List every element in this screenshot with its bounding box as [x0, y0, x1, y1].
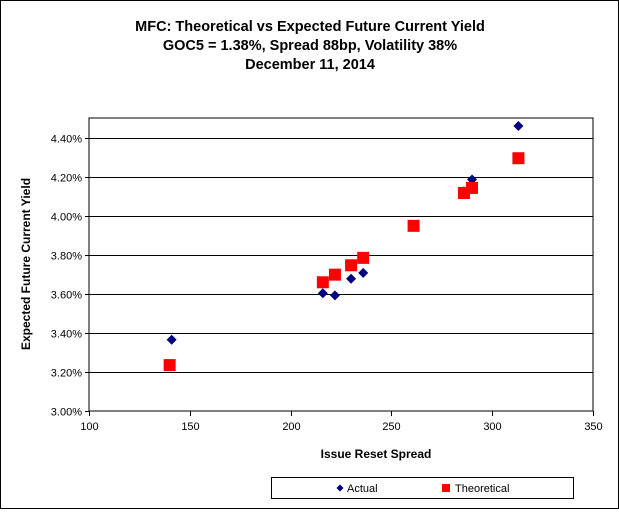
data-points — [163, 121, 525, 372]
chart-title-line-2: GOC5 = 1.38%, Spread 88bp, Volatility 38… — [163, 38, 457, 54]
point-theoretical-0 — [163, 359, 176, 372]
point-theoretical-7 — [466, 181, 479, 194]
point-theoretical-8 — [512, 152, 525, 165]
point-theoretical-5 — [407, 219, 420, 232]
y-tick-label-4: 3.80% — [51, 251, 82, 263]
point-actual-7 — [513, 121, 524, 132]
point-theoretical-2 — [328, 268, 341, 281]
y-tick-label-0: 3.00% — [51, 407, 82, 419]
point-theoretical-1 — [316, 276, 329, 289]
y-tick-label-2: 3.40% — [51, 329, 82, 341]
point-actual-1 — [317, 288, 328, 299]
y-axis-label: Expected Future Current Yield — [19, 178, 33, 350]
point-theoretical-3 — [345, 259, 358, 272]
chart-title-line-3: December 11, 2014 — [245, 57, 375, 73]
point-actual-0 — [166, 334, 177, 345]
legend-marker-theoretical — [442, 484, 450, 492]
x-tick-label-1: 150 — [181, 421, 199, 433]
x-axis-label: Issue Reset Spread — [321, 447, 432, 461]
y-tick-label-5: 4.00% — [51, 212, 82, 224]
x-tick-label-0: 100 — [80, 421, 98, 433]
point-theoretical-4 — [357, 251, 370, 264]
x-tick-label-3: 250 — [382, 421, 400, 433]
point-actual-4 — [358, 267, 369, 278]
chart-title-line-1: MFC: Theoretical vs Expected Future Curr… — [135, 19, 485, 35]
y-tick-label-6: 4.20% — [51, 173, 82, 185]
point-actual-3 — [346, 273, 357, 284]
legend-label-actual: Actual — [347, 483, 378, 495]
point-actual-2 — [329, 290, 340, 301]
legend-box — [271, 477, 574, 499]
x-tick-label-5: 350 — [584, 421, 602, 433]
legend: Actual Theoretical — [271, 477, 574, 499]
y-tick-label-3: 3.60% — [51, 290, 82, 302]
y-tick-label-7: 4.40% — [51, 134, 82, 146]
x-tick-label-4: 300 — [483, 421, 501, 433]
legend-label-theoretical: Theoretical — [455, 483, 509, 495]
grid-lines — [89, 138, 593, 373]
x-tick-label-2: 200 — [282, 421, 300, 433]
x-axis-ticks: 100 150 200 250 300 350 — [80, 411, 603, 433]
y-axis-ticks: 3.00% 3.20% 3.40% 3.60% 3.80% 4.00% 4.20% 4.40% — [51, 134, 89, 419]
y-tick-label-1: 3.20% — [51, 368, 82, 380]
legend-marker-actual — [336, 484, 344, 492]
